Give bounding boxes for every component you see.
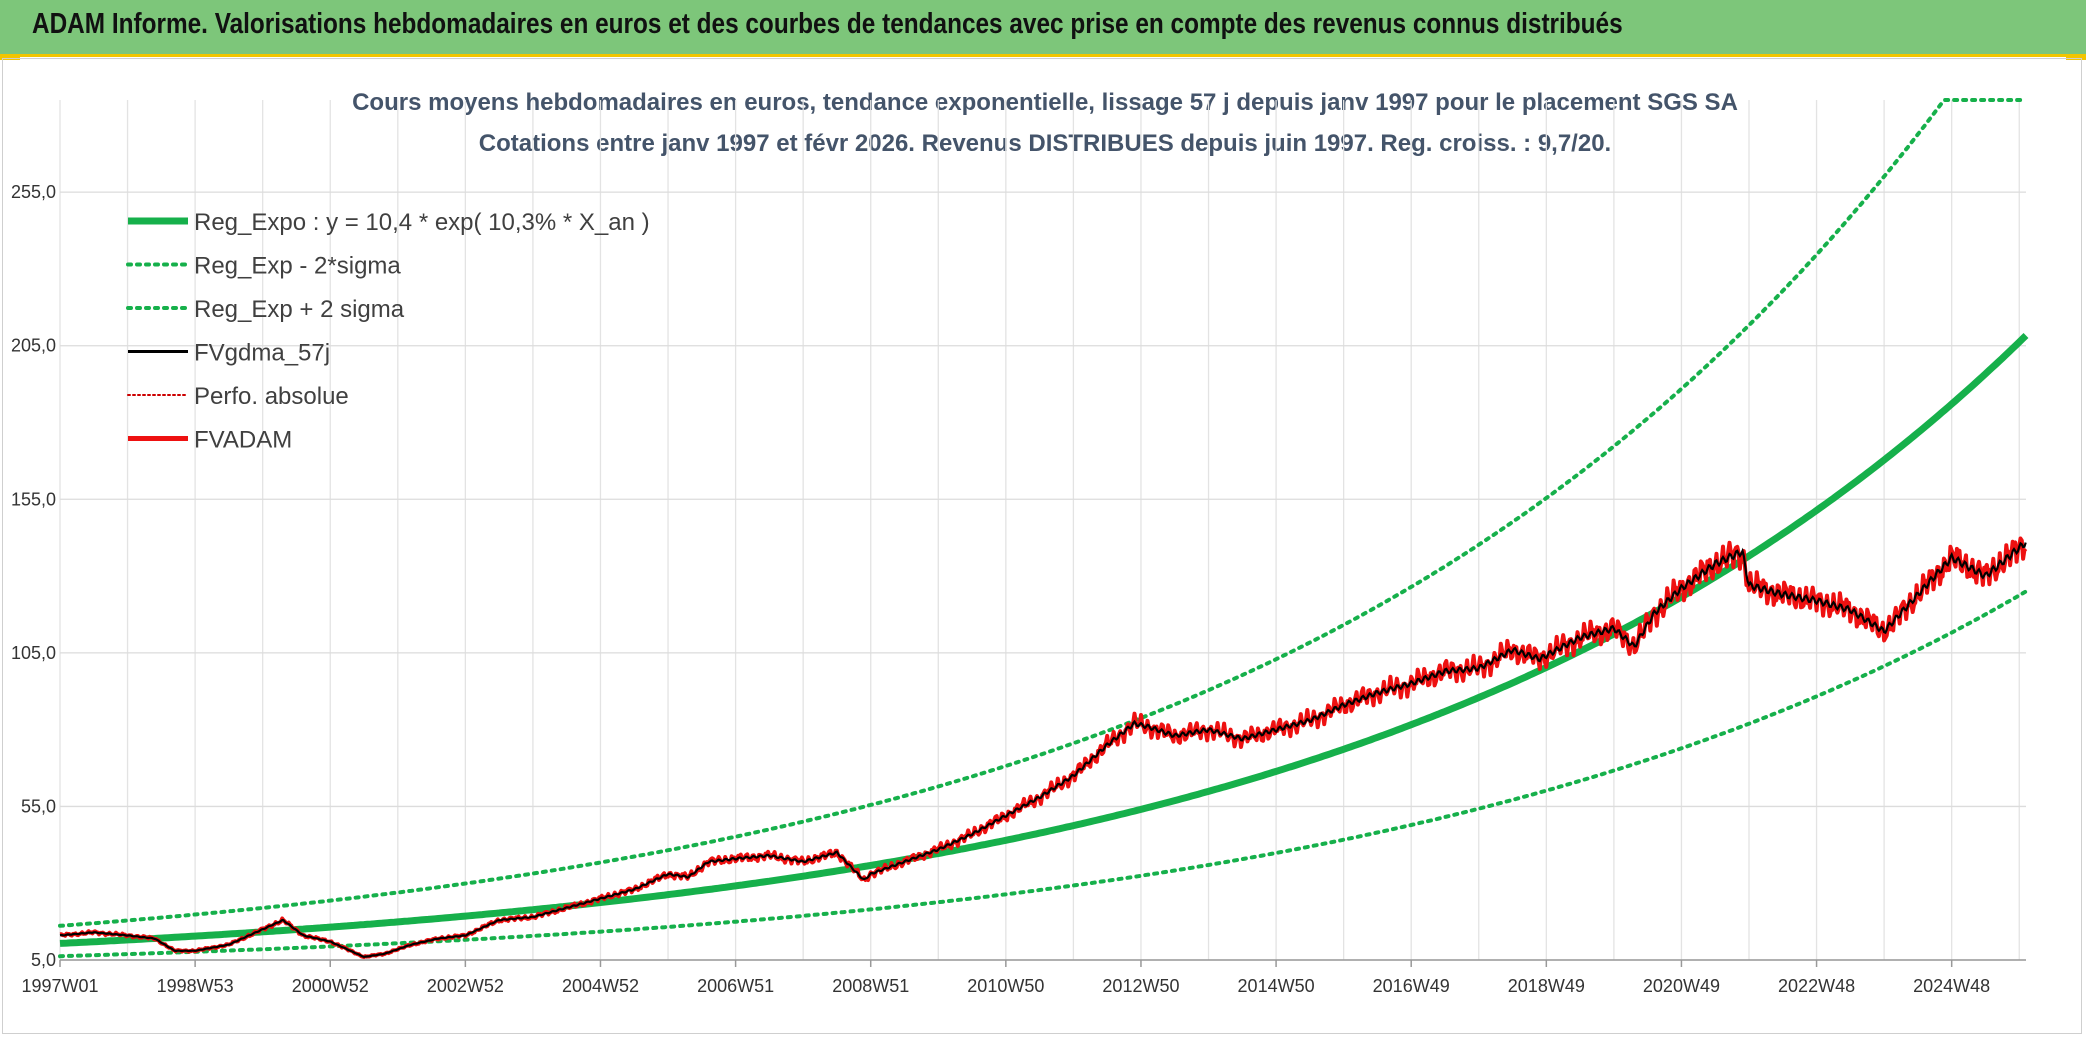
series-fvadam bbox=[59, 536, 2028, 960]
x-tick-label: 2000W52 bbox=[292, 976, 369, 996]
x-tick-label: 2014W50 bbox=[1238, 976, 1315, 996]
series-reg-exp-plus-2sigma bbox=[58, 98, 2028, 928]
y-tick-label: 155,0 bbox=[11, 489, 56, 509]
grid-lines bbox=[59, 100, 2026, 961]
series-fvgdma-57j bbox=[59, 541, 2027, 959]
x-tick-label: 2004W52 bbox=[562, 976, 639, 996]
series-group bbox=[58, 98, 2029, 960]
chart-title: Cours moyens hebdomadaires en euros, ten… bbox=[352, 89, 1738, 116]
x-axis-ticks: 1997W01 1998W53 2000W52 2002W52 2004W52 2006W… bbox=[21, 960, 1990, 996]
legend-label: Reg_Exp - 2*sigma bbox=[194, 253, 401, 280]
y-axis-ticks: 5,0 55,0 105,0 155,0 205,0 255,0 bbox=[11, 182, 56, 970]
y-tick-label: 55,0 bbox=[21, 796, 56, 816]
x-tick-label: 1998W53 bbox=[157, 976, 234, 996]
x-tick-label: 2008W51 bbox=[832, 976, 909, 996]
header-banner: ADAM Informe. Valorisations hebdomadaire… bbox=[0, 0, 2086, 57]
y-tick-label: 255,0 bbox=[11, 182, 56, 202]
banner-title: ADAM Informe. Valorisations hebdomadaire… bbox=[32, 8, 1623, 40]
x-tick-label: 2022W48 bbox=[1778, 976, 1855, 996]
x-tick-label: 2018W49 bbox=[1508, 976, 1585, 996]
legend-label: Reg_Expo : y = 10,4 * exp( 10,3% * X_an … bbox=[194, 209, 650, 236]
corner-accent-right bbox=[2066, 54, 2086, 60]
series-reg-exp-minus-2sigma bbox=[58, 589, 2028, 959]
series-perfo-absolue bbox=[59, 536, 2027, 958]
legend-label: FVgdma_57j bbox=[194, 340, 330, 367]
series-reg-expo bbox=[59, 332, 2029, 947]
x-tick-label: 2024W48 bbox=[1913, 976, 1990, 996]
corner-accent-left bbox=[0, 54, 20, 60]
x-tick-label: 2010W50 bbox=[967, 976, 1044, 996]
x-tick-label: 2002W52 bbox=[427, 976, 504, 996]
x-tick-label: 1997W01 bbox=[21, 976, 98, 996]
legend-label: FVADAM bbox=[194, 427, 292, 454]
legend-label: Perfo. absolue bbox=[194, 383, 349, 410]
chart-frame bbox=[2, 58, 2082, 1034]
x-tick-label: 2012W50 bbox=[1102, 976, 1179, 996]
x-tick-label: 2006W51 bbox=[697, 976, 774, 996]
y-tick-label: 205,0 bbox=[11, 336, 56, 356]
y-tick-label: 5,0 bbox=[31, 950, 56, 970]
legend-label: Reg_Exp + 2 sigma bbox=[194, 296, 405, 323]
chart-subtitle: Cotations entre janv 1997 et févr 2026. … bbox=[479, 130, 1611, 157]
y-tick-label: 105,0 bbox=[11, 643, 56, 663]
x-tick-label: 2016W49 bbox=[1373, 976, 1450, 996]
x-tick-label: 2020W49 bbox=[1643, 976, 1720, 996]
legend: Reg_Expo : y = 10,4 * exp( 10,3% * X_an … bbox=[126, 209, 650, 454]
